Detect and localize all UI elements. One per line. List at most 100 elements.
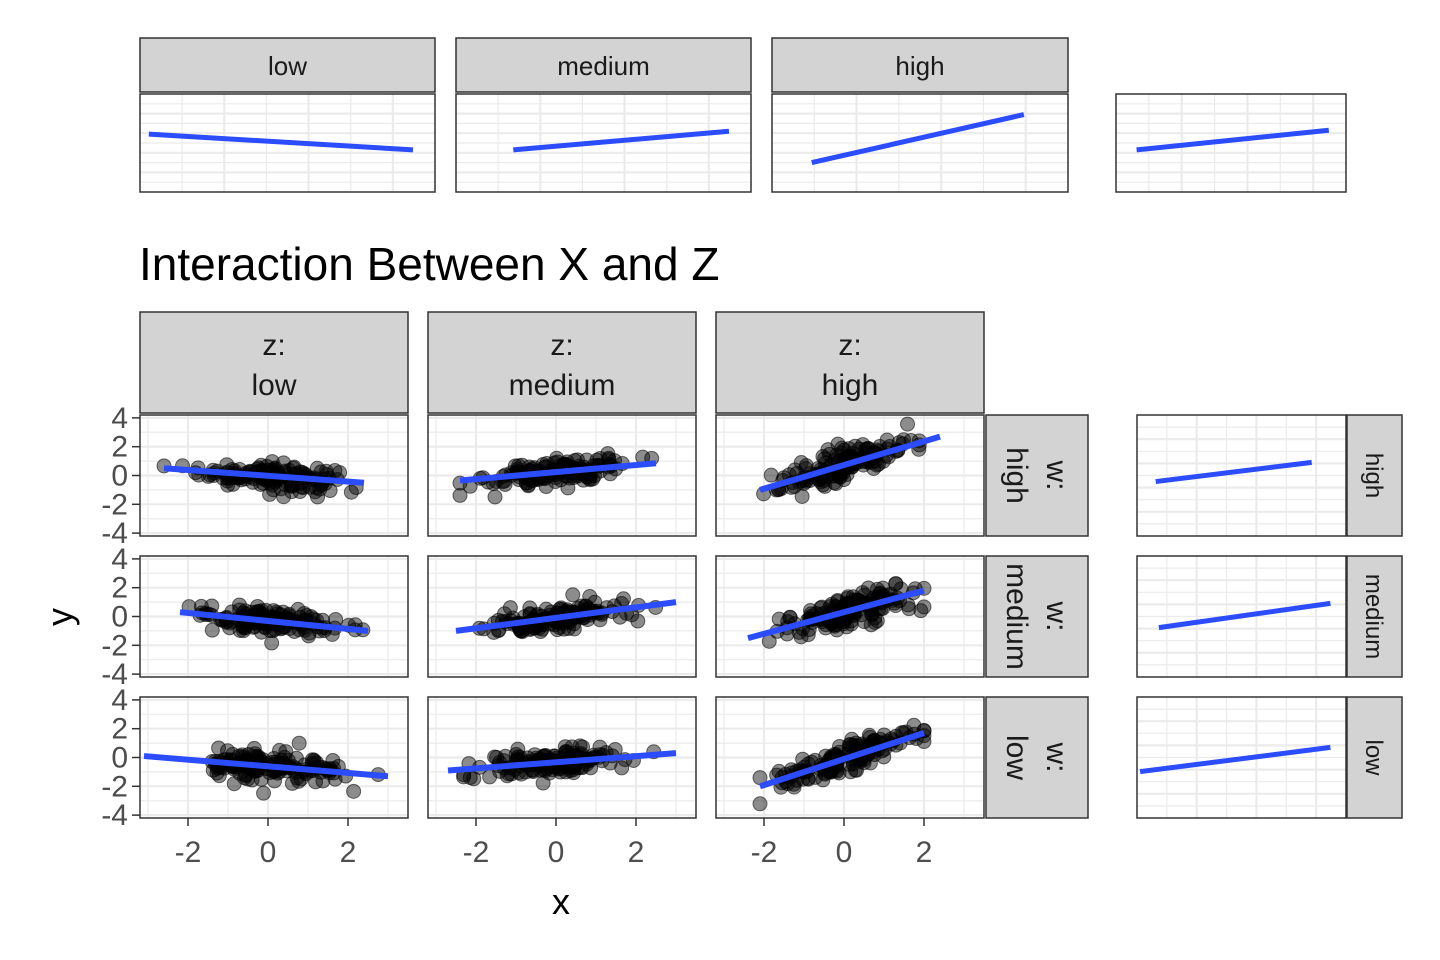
facet-panel-z-low-w-high bbox=[139, 414, 409, 537]
data-point bbox=[869, 581, 885, 597]
fit-line bbox=[179, 609, 369, 634]
x-tick-label: 0 bbox=[836, 836, 853, 869]
top-marginal-panel-low: low bbox=[139, 37, 436, 193]
data-point bbox=[267, 773, 283, 789]
data-point bbox=[225, 476, 241, 492]
data-point bbox=[601, 450, 617, 466]
data-point bbox=[315, 773, 331, 789]
strip-label: medium bbox=[1360, 574, 1387, 659]
strip-background bbox=[771, 37, 1069, 93]
strip-label: high bbox=[1360, 453, 1387, 498]
data-point bbox=[497, 748, 513, 764]
fit-line bbox=[163, 465, 365, 486]
fit-line bbox=[747, 587, 925, 642]
data-point bbox=[798, 458, 814, 474]
strip-label: low bbox=[1360, 739, 1387, 776]
facet-panel-z-medium-w-low bbox=[427, 696, 697, 819]
data-point bbox=[552, 764, 568, 780]
data-point bbox=[900, 416, 916, 432]
fit-line bbox=[759, 730, 925, 790]
panel-border bbox=[427, 555, 697, 678]
data-point bbox=[538, 479, 554, 495]
data-point bbox=[844, 731, 860, 747]
data-point bbox=[840, 589, 856, 605]
fit-line bbox=[447, 750, 677, 774]
strip-label-line2: low bbox=[1000, 735, 1033, 780]
data-point bbox=[502, 600, 518, 616]
fit-line bbox=[455, 599, 677, 634]
right-marginal-panel-medium: medium bbox=[1136, 555, 1403, 678]
strip-label: high bbox=[895, 51, 944, 81]
data-point bbox=[862, 755, 878, 771]
fit-line bbox=[759, 433, 941, 493]
data-point bbox=[290, 601, 306, 617]
data-point bbox=[614, 760, 630, 776]
y-tick-label: 4 bbox=[111, 684, 128, 717]
data-point bbox=[211, 768, 227, 784]
data-point bbox=[800, 627, 816, 643]
fit-line bbox=[1136, 127, 1330, 153]
panel-border bbox=[1115, 93, 1347, 193]
data-point bbox=[487, 489, 503, 505]
strip-background bbox=[139, 37, 436, 93]
strip-background bbox=[985, 555, 1089, 678]
top-marginal-panels: low medium high bbox=[139, 37, 1347, 193]
x-tick-label: 2 bbox=[916, 836, 933, 869]
strip-background bbox=[139, 311, 409, 414]
y-tick-label: -2 bbox=[101, 488, 128, 521]
data-point bbox=[607, 741, 623, 757]
facet-panel-z-high-w-medium bbox=[715, 555, 985, 678]
strip-background bbox=[985, 414, 1089, 537]
data-point bbox=[307, 484, 323, 500]
data-point bbox=[276, 455, 292, 471]
strip-background bbox=[985, 696, 1089, 819]
facet-panel-z-high-w-high bbox=[715, 414, 985, 537]
data-point bbox=[220, 743, 236, 759]
x-tick-label: -2 bbox=[463, 836, 490, 869]
fit-line bbox=[513, 128, 730, 153]
data-point bbox=[256, 785, 272, 801]
panel-border bbox=[715, 414, 985, 537]
right-marginal-panel-high: high bbox=[1136, 414, 1403, 537]
fit-line bbox=[1158, 600, 1331, 631]
top-marginal-panel-high: high bbox=[771, 37, 1069, 193]
y-tick-label: -2 bbox=[101, 770, 128, 803]
data-point bbox=[288, 750, 304, 766]
x-tick-label: 2 bbox=[628, 836, 645, 869]
data-point bbox=[565, 587, 581, 603]
panel-border bbox=[427, 414, 697, 537]
panel-border bbox=[715, 696, 985, 819]
right-marginal-panel-low: low bbox=[1136, 696, 1403, 819]
fit-line bbox=[148, 131, 414, 153]
data-point bbox=[346, 783, 362, 799]
facet-panel-z-medium-w-high bbox=[427, 414, 697, 537]
chart-title: Interaction Between X and Z bbox=[139, 238, 719, 290]
y-tick-label: -4 bbox=[101, 658, 128, 691]
column-strip-high: z: high bbox=[715, 311, 985, 414]
facet-panel-z-low-w-low bbox=[139, 696, 409, 819]
panel-border bbox=[455, 93, 752, 193]
panel-border bbox=[139, 93, 436, 193]
data-point bbox=[826, 617, 842, 633]
strip-background bbox=[455, 37, 752, 93]
right-marginal-panels: high medium low bbox=[1136, 414, 1403, 819]
x-tick-label: -2 bbox=[175, 836, 202, 869]
data-point bbox=[276, 489, 292, 505]
x-tick-label: -2 bbox=[751, 836, 778, 869]
strip-label: medium bbox=[557, 51, 649, 81]
panel-border bbox=[1136, 414, 1347, 537]
panel-border bbox=[1136, 555, 1347, 678]
data-point bbox=[278, 744, 294, 760]
fit-line bbox=[143, 753, 389, 780]
strip-label-line2: high bbox=[822, 369, 879, 402]
row-strip-medium: w:medium bbox=[985, 555, 1089, 678]
data-point bbox=[466, 771, 482, 787]
data-point bbox=[913, 603, 929, 619]
x-axis-title: x bbox=[552, 881, 570, 922]
strip-background bbox=[1346, 414, 1403, 537]
panel-border bbox=[771, 93, 1069, 193]
data-point bbox=[264, 635, 280, 651]
panel-border bbox=[715, 555, 985, 678]
y-tick-label: 0 bbox=[111, 601, 128, 634]
